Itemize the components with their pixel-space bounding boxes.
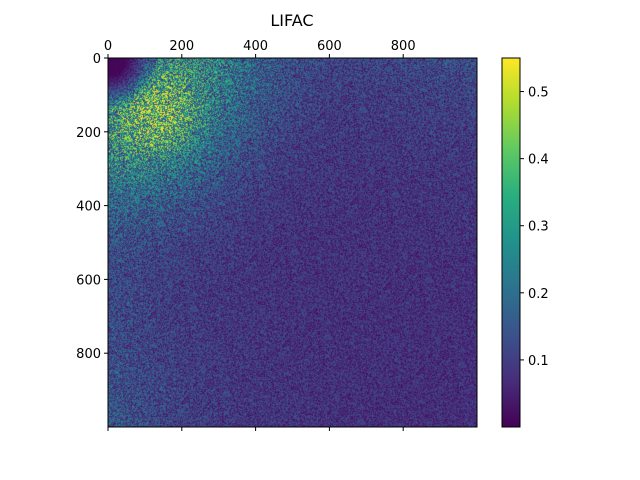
x-axis-ticks: 0 200 400 600 800 [104,39,416,58]
colorbar-tick-label: 0.2 [528,287,549,302]
colorbar-tick-label: 0.5 [528,86,549,101]
colorbar-tick-label: 0.1 [528,354,549,369]
x-tick-label: 600 [317,39,342,54]
y-axis-ticks: 0 200 400 600 800 [76,52,108,362]
colorbar-ticks: 0.1 0.2 0.3 0.4 0.5 [520,86,549,369]
chart-title: LIFAC [270,11,313,30]
colorbar-tick-label: 0.3 [528,220,549,235]
y-tick-label: 600 [76,273,101,288]
plot-frame [107,57,478,428]
x-tick-label: 200 [169,39,194,54]
x-tick-label: 400 [243,39,268,54]
heatmap-image [108,58,477,427]
y-tick-label: 800 [76,347,101,362]
y-tick-label: 200 [76,126,101,141]
colorbar [501,57,521,428]
y-tick-label: 400 [76,200,101,215]
x-tick-label: 0 [104,39,112,54]
x-axis-bottom-ticks [107,427,404,431]
colorbar-tick-label: 0.4 [528,153,549,168]
x-tick-label: 800 [391,39,416,54]
y-tick-label: 0 [93,52,101,67]
